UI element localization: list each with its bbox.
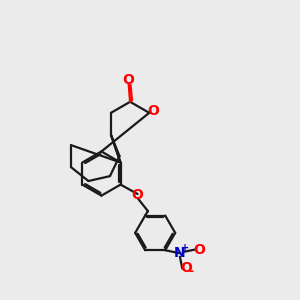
Text: N: N (173, 246, 185, 260)
Text: +: + (181, 244, 189, 254)
Text: O: O (181, 262, 192, 275)
Text: O: O (122, 73, 134, 87)
Text: -: - (188, 265, 194, 278)
Text: O: O (193, 243, 205, 256)
Text: O: O (148, 104, 160, 118)
Text: O: O (132, 188, 144, 202)
